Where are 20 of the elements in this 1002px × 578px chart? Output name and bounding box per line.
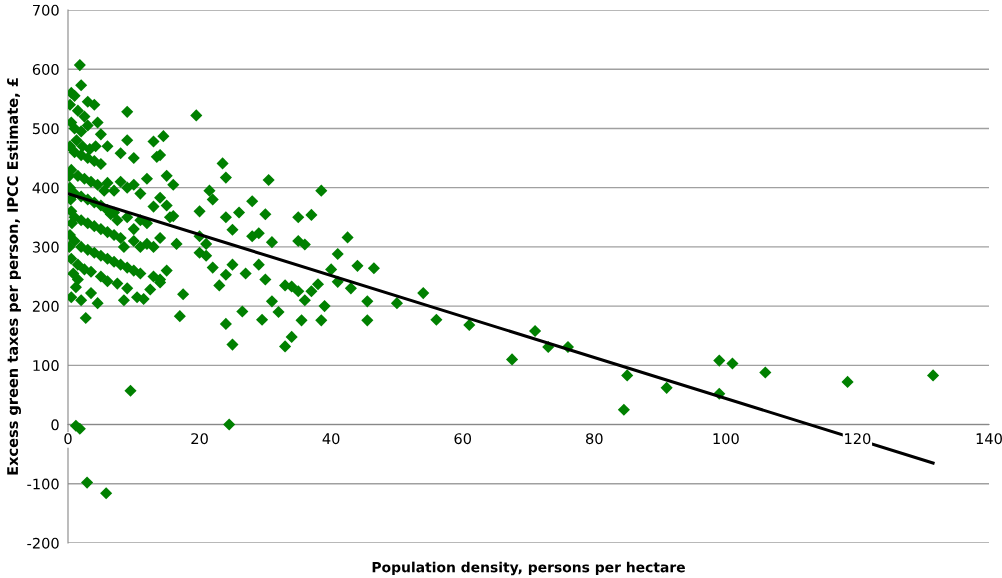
x-tick-label: 60 (454, 433, 472, 445)
y-axis-title: Excess green taxes per person, IPCC Estimate, £ (6, 78, 22, 475)
x-axis-title: Population density, persons per hectare (372, 561, 685, 576)
x-tick-label: 40 (322, 433, 340, 445)
y-tick-label: 300 (32, 241, 59, 253)
y-tick-label: -100 (27, 478, 59, 490)
y-tick-label: 500 (32, 123, 59, 135)
x-tick-label: 140 (976, 433, 1002, 445)
x-tick-label: 20 (191, 433, 208, 445)
x-tick-label: 100 (713, 433, 739, 445)
x-tick-label: 80 (586, 433, 603, 445)
y-tick-label: 200 (32, 300, 59, 312)
y-tick-label: 0 (51, 419, 59, 431)
y-tick-label: 700 (33, 4, 59, 16)
y-tick-label: 600 (32, 63, 59, 75)
y-tick-label: 400 (32, 182, 59, 194)
x-tick-label: 0 (64, 433, 72, 445)
y-tick-label: 100 (33, 360, 59, 372)
x-tick-label: 120 (845, 433, 871, 445)
y-tick-label: -200 (27, 537, 59, 549)
